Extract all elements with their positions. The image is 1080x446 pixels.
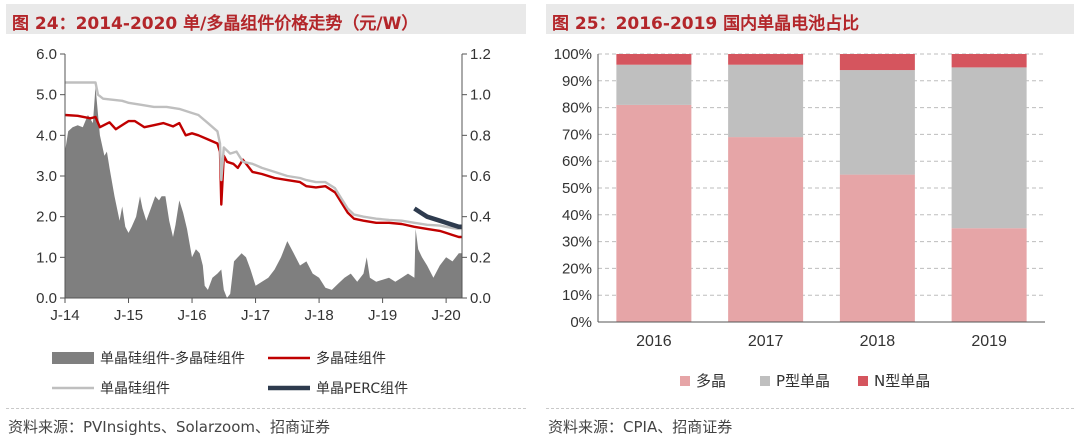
y-tick-label: 100% xyxy=(554,46,592,63)
y-right-tick-label: 1.2 xyxy=(470,46,491,63)
y-right-tick-label: 0.2 xyxy=(470,249,491,266)
right-title-bar: 图 25：2016-2019 国内单晶电池占比 xyxy=(546,4,1074,34)
x-tick-label: 2017 xyxy=(748,333,784,350)
left-source: 资料来源：PVInsights、Solarzoom、招商证券 xyxy=(8,418,331,436)
right-panel: 图 25：2016-2019 国内单晶电池占比 0% 10% 20% 30% 40% 50… xyxy=(540,0,1080,446)
y-right-tick-label: 0.8 xyxy=(470,127,491,144)
y-right-tick-label: 0.4 xyxy=(470,209,491,226)
y-tick-label: 70% xyxy=(562,126,592,143)
legend-label-1: P型单晶 xyxy=(776,372,830,390)
y-left-tick-label: 5.0 xyxy=(36,87,57,104)
legend-swatch-0 xyxy=(680,376,690,386)
y-right-tick-label: 1.0 xyxy=(470,87,491,104)
y-tick-label: 60% xyxy=(562,153,592,170)
x-tick-label: J-20 xyxy=(432,307,461,324)
legend-label-3: 单晶PERC组件 xyxy=(316,381,408,397)
y-tick-label: 10% xyxy=(562,287,592,304)
bar-2019-0 xyxy=(951,228,1027,322)
left-panel: 图 24：2014-2020 单/多晶组件价格走势（元/W） 0.0 1.0 2.0… xyxy=(0,0,532,446)
x-tick-label: 2016 xyxy=(636,333,672,350)
legend-swatch-2 xyxy=(858,376,868,386)
bar-2016-0 xyxy=(616,104,692,322)
y-left-tick-label: 6.0 xyxy=(36,46,57,63)
left-chart-title: 图 24：2014-2020 单/多晶组件价格走势（元/W） xyxy=(12,14,419,34)
x-tick-label: J-17 xyxy=(241,307,270,324)
left-title-bar: 图 24：2014-2020 单/多晶组件价格走势（元/W） xyxy=(6,4,526,34)
y-left-tick-label: 1.0 xyxy=(36,249,57,266)
y-left-tick-label: 3.0 xyxy=(36,168,57,185)
bar-2017-1 xyxy=(728,64,804,138)
mono-share-chart: 0% 10% 20% 30% 40% 50% 60% 70% 80% 90% 100% 2016 201… xyxy=(554,46,1045,390)
series-line-3 xyxy=(413,206,462,230)
y-tick-label: 0% xyxy=(570,314,592,331)
x-tick-label: J-19 xyxy=(368,307,397,324)
series-line-2 xyxy=(65,81,462,231)
x-tick-label: 2018 xyxy=(860,333,896,350)
right-source: 资料来源：CPIA、招商证券 xyxy=(548,418,733,436)
bar-2016-2 xyxy=(616,54,692,65)
bar-2018-0 xyxy=(839,174,915,322)
bar-2016-1 xyxy=(616,64,692,105)
right-chart-title: 图 25：2016-2019 国内单晶电池占比 xyxy=(552,14,860,34)
x-tick-label: J-15 xyxy=(114,307,143,324)
bar-2017-0 xyxy=(728,137,804,322)
legend-label-0: 多晶 xyxy=(696,372,726,390)
legend-label-2: 单晶硅组件 xyxy=(100,381,170,397)
legend-label-1: 多晶硅组件 xyxy=(316,350,386,367)
bar-2018-2 xyxy=(839,54,915,71)
series-area-0 xyxy=(65,86,462,298)
left-divider xyxy=(6,408,526,409)
series-line-1 xyxy=(64,113,462,239)
y-tick-label: 30% xyxy=(562,234,592,251)
legend-swatch-1 xyxy=(760,376,770,386)
legend-label-0: 单晶硅组件-多晶硅组件 xyxy=(100,350,245,367)
y-left-tick-label: 0.0 xyxy=(36,290,57,307)
bar-2018-1 xyxy=(839,70,915,175)
bar-2019-2 xyxy=(951,54,1027,68)
y-left-tick-label: 2.0 xyxy=(36,209,57,226)
y-tick-label: 20% xyxy=(562,260,592,277)
y-tick-label: 80% xyxy=(562,100,592,117)
x-tick-label: J-14 xyxy=(50,307,79,324)
x-tick-label: J-18 xyxy=(304,307,333,324)
bar-2017-2 xyxy=(728,54,804,65)
y-tick-label: 40% xyxy=(562,207,592,224)
x-tick-label: J-16 xyxy=(177,307,206,324)
y-tick-label: 50% xyxy=(562,180,592,197)
price-trend-chart: 0.0 1.0 2.0 3.0 4.0 5.0 6.0 0.0 0.2 0.4 0.6 0.8 1.0 1… xyxy=(36,46,491,397)
x-tick-label: 2019 xyxy=(971,333,1007,350)
y-right-tick-label: 0.6 xyxy=(470,168,491,185)
right-divider xyxy=(546,408,1074,409)
legend-label-2: N型单晶 xyxy=(874,372,930,390)
y-left-tick-label: 4.0 xyxy=(36,127,57,144)
bar-2019-1 xyxy=(951,67,1027,229)
y-tick-label: 90% xyxy=(562,73,592,90)
legend-swatch-0 xyxy=(52,352,94,364)
y-right-tick-label: 0.0 xyxy=(470,290,491,307)
